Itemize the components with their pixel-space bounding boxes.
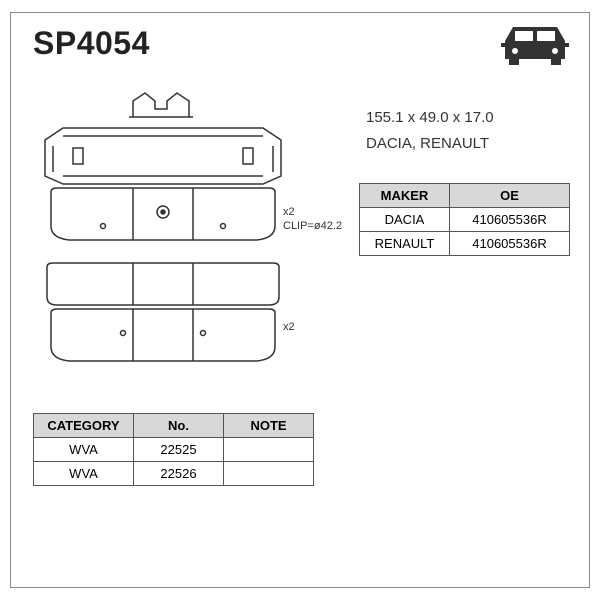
table-row: WVA 22525 [34,438,314,462]
wva-no-cell: 22526 [134,462,224,486]
wva-table: CATEGORY No. NOTE WVA 22525 WVA 22526 [33,413,314,486]
table-row: RENAULT 410605536R [360,232,570,256]
oe-maker-cell: DACIA [360,208,450,232]
pad2-qty: x2 [283,321,295,333]
wva-header-no: No. [134,414,224,438]
wva-note-cell [224,462,314,486]
pad-assembly-1: x2 CLIP=ø42.2 [33,126,333,251]
brake-pad-diagram: x2 CLIP=ø42.2 x2 [33,89,333,382]
dimensions-text: 155.1 x 49.0 x 17.0 [366,109,494,126]
oe-maker-cell: RENAULT [360,232,450,256]
pad-assembly-2: x2 [33,261,333,372]
wva-category-cell: WVA [34,462,134,486]
part-number: SP4054 [33,25,150,62]
pad1-qty: x2 [283,206,295,218]
spec-card: SP4054 155.1 x 49.0 x 17.0 DACIA, RENAUL… [10,12,590,588]
oe-header-maker: MAKER [360,184,450,208]
oe-table: MAKER OE DACIA 410605536R RENAULT 410605… [359,183,570,256]
pad1-clip-note: CLIP=ø42.2 [283,220,342,232]
wva-no-cell: 22525 [134,438,224,462]
oe-header-oe: OE [450,184,570,208]
wva-header-note: NOTE [224,414,314,438]
makers-text: DACIA, RENAULT [366,135,489,152]
car-front-icon [499,21,571,74]
clip-drawing [33,89,293,121]
table-row: DACIA 410605536R [360,208,570,232]
wva-category-cell: WVA [34,438,134,462]
table-header-row: MAKER OE [360,184,570,208]
wva-header-category: CATEGORY [34,414,134,438]
wva-note-cell [224,438,314,462]
table-header-row: CATEGORY No. NOTE [34,414,314,438]
table-row: WVA 22526 [34,462,314,486]
oe-number-cell: 410605536R [450,208,570,232]
oe-number-cell: 410605536R [450,232,570,256]
